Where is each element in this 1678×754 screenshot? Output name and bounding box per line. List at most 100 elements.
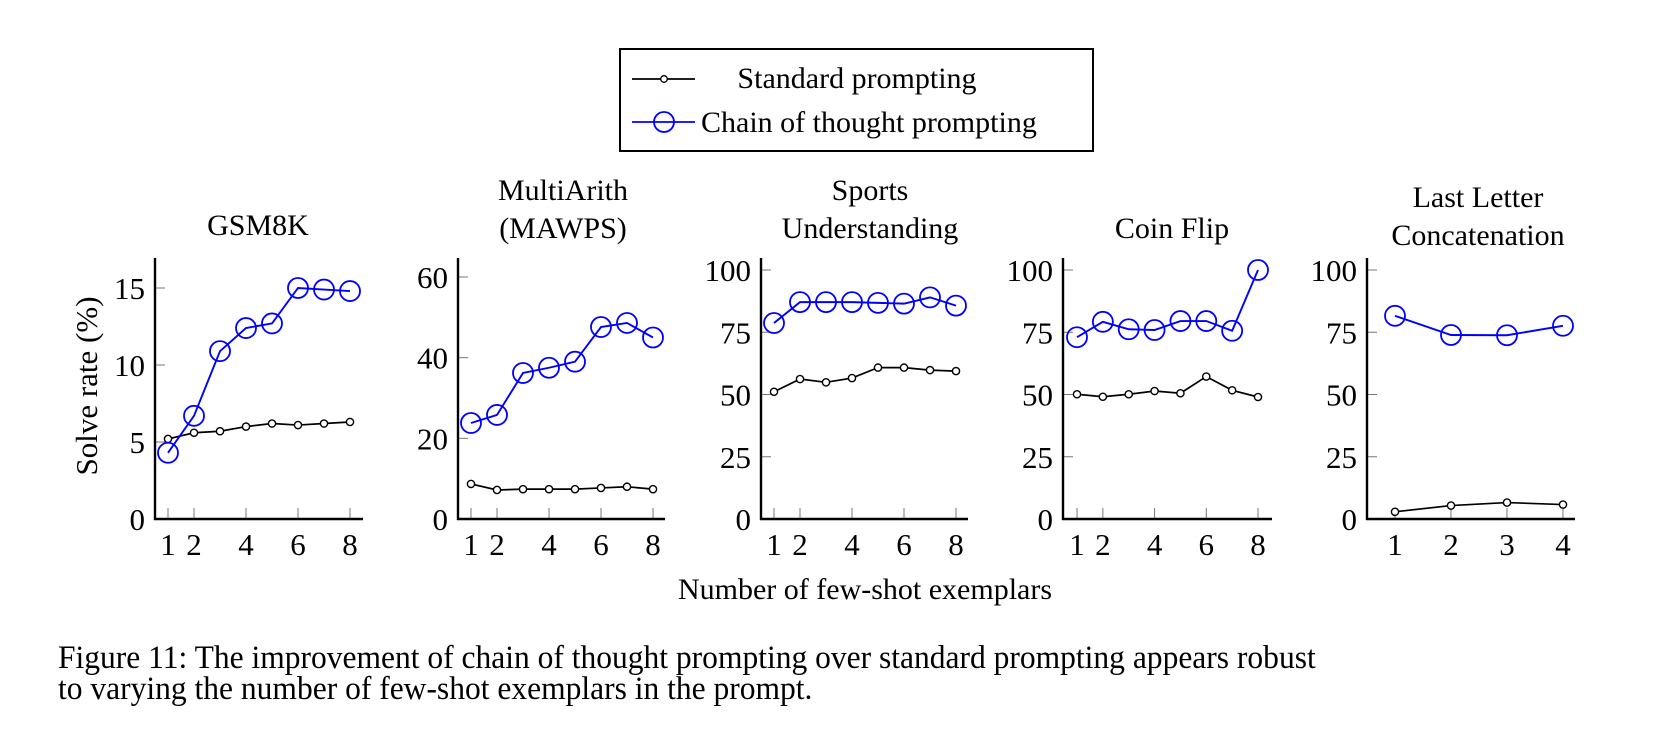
y-tick-label: 60 — [417, 260, 448, 295]
cot-data-point — [1496, 324, 1518, 347]
cot-data-point — [1117, 318, 1140, 341]
y-tick-label: 50 — [720, 378, 751, 413]
standard-data-point — [795, 374, 805, 384]
subplot-title: (MAWPS) — [499, 212, 627, 245]
standard-data-point — [596, 483, 606, 493]
figure-caption: Figure 11: The improvement of chain of t… — [58, 642, 1316, 707]
y-tick-label: 25 — [1022, 440, 1053, 475]
subplot-title: Coin Flip — [1115, 212, 1229, 245]
caption-line-2: to varying the number of few-shot exempl… — [58, 671, 813, 707]
x-tick-label: 4 — [844, 527, 860, 562]
cot-data-point — [235, 317, 257, 339]
standard-data-point — [1227, 385, 1237, 395]
x-tick-label: 3 — [1499, 527, 1515, 562]
standard-data-point — [466, 479, 476, 489]
x-tick-label: 1 — [766, 527, 782, 562]
x-tick-label: 2 — [186, 527, 202, 562]
legend-box — [619, 48, 1094, 152]
x-tick-label: 4 — [238, 527, 254, 562]
y-tick-label: 10 — [114, 348, 145, 383]
x-tick-label: 6 — [896, 527, 912, 562]
standard-data-point — [189, 428, 199, 438]
cot-series-line — [773, 296, 957, 324]
y-tick-label: 20 — [417, 421, 448, 456]
standard-data-point — [899, 363, 909, 372]
legend: Standard prompting Chain of thought prom… — [619, 48, 1094, 152]
x-tick-label: 6 — [593, 527, 609, 562]
standard-data-point — [1176, 388, 1185, 398]
cot-data-point — [183, 404, 205, 427]
y-tick-label: 25 — [720, 440, 751, 475]
x-tick-label: 1 — [160, 527, 176, 562]
legend-standard-marker — [660, 75, 668, 83]
cot-data-point — [460, 412, 482, 434]
x-tick-label: 2 — [792, 527, 808, 562]
standard-data-point — [1558, 500, 1568, 509]
cot-data-point — [763, 312, 785, 334]
cot-data-point — [209, 340, 231, 363]
cot-data-point — [261, 312, 283, 335]
cot-data-point — [1195, 310, 1218, 332]
x-tick-label: 1 — [463, 527, 479, 562]
standard-data-point — [821, 377, 831, 387]
x-tick-label: 4 — [1147, 527, 1163, 562]
y-tick-label: 40 — [417, 341, 448, 376]
x-tick-label: 2 — [489, 527, 505, 562]
y-tick-label: 50 — [1022, 378, 1053, 413]
standard-data-point — [241, 422, 251, 431]
cot-data-point — [1066, 326, 1088, 349]
y-tick-label: 75 — [720, 315, 751, 350]
standard-series-line — [1394, 501, 1564, 513]
standard-data-point — [1150, 386, 1159, 396]
legend-entry-standard: Standard prompting — [632, 62, 977, 95]
y-tick-label: 0 — [130, 502, 146, 537]
standard-data-point — [267, 419, 277, 428]
cot-data-point — [564, 350, 586, 373]
x-tick-label: 6 — [1199, 527, 1215, 562]
y-tick-label: 100 — [1007, 253, 1054, 288]
y-tick-label: 25 — [1326, 440, 1357, 475]
x-tick-label: 2 — [1095, 527, 1111, 562]
standard-data-point — [544, 484, 554, 494]
x-tick-label: 4 — [1555, 527, 1571, 562]
subplot-title: Last Letter — [1413, 181, 1544, 214]
legend-entry-cot: Chain of thought prompting — [632, 106, 1037, 139]
standard-data-point — [951, 366, 961, 376]
y-tick-label: 15 — [114, 271, 145, 306]
standard-data-point — [163, 434, 173, 444]
y-tick-label: 50 — [1326, 378, 1357, 413]
subplot-2: MultiArith (MAWPS) 0 20 40 60 1 2 4 6 8 — [417, 174, 665, 562]
standard-data-point — [492, 485, 502, 495]
x-tick-label: 8 — [342, 527, 358, 562]
x-tick-label: 2 — [1443, 527, 1459, 562]
cot-data-point — [512, 362, 534, 384]
cot-data-point — [313, 278, 335, 301]
cot-data-point — [893, 292, 915, 315]
x-axis-label: Number of few-shot exemplars — [678, 573, 1052, 606]
y-tick-label: 0 — [1038, 502, 1054, 537]
cot-series-line — [1076, 269, 1259, 339]
cot-data-point — [157, 441, 179, 464]
standard-data-point — [1072, 389, 1082, 399]
y-tick-label: 100 — [705, 253, 752, 288]
y-tick-label: 0 — [736, 502, 752, 537]
subplot-title: MultiArith — [498, 174, 628, 207]
legend-cot-marker — [653, 111, 675, 133]
y-axis-label: Solve rate (%) — [69, 296, 104, 475]
cot-data-point — [486, 404, 508, 426]
standard-data-point — [1124, 389, 1134, 399]
standard-series-line — [470, 483, 654, 491]
standard-data-point — [1253, 392, 1263, 402]
x-tick-label: 8 — [1250, 527, 1266, 562]
cot-data-point — [1091, 310, 1114, 333]
cot-series-line — [1394, 314, 1564, 337]
standard-data-point — [648, 484, 658, 494]
subplot-1: GSM8K 0 5 10 15 1 2 4 6 8 — [114, 209, 363, 562]
standard-data-point — [518, 484, 528, 494]
cot-data-point — [1440, 324, 1462, 346]
y-tick-label: 0 — [1342, 502, 1358, 537]
standard-data-point — [345, 417, 355, 427]
cot-data-point — [867, 291, 889, 314]
standard-data-point — [769, 387, 779, 397]
